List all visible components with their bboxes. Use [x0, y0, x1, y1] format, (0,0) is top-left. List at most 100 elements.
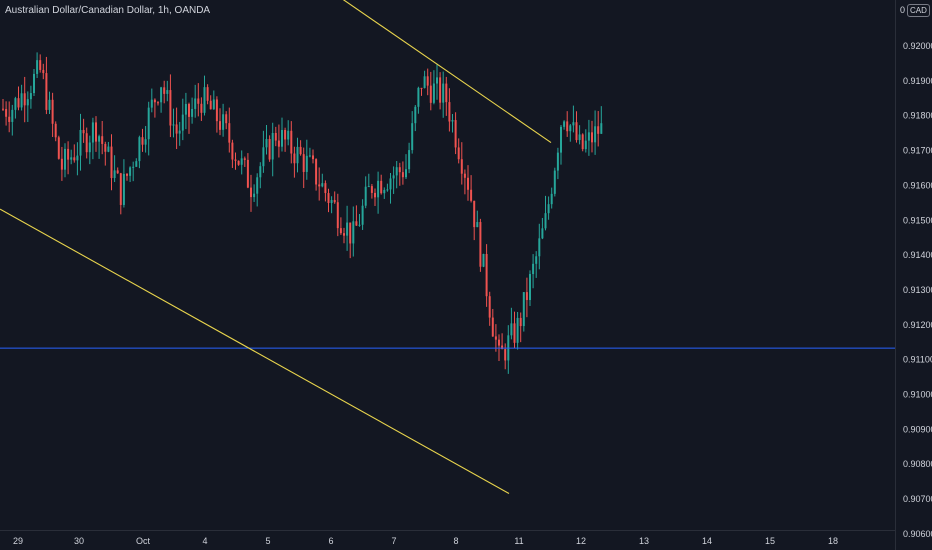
- candle-body: [107, 146, 110, 152]
- candle-body: [563, 121, 566, 127]
- candle-body: [70, 157, 73, 160]
- candle-body: [274, 133, 277, 141]
- candle-body: [268, 139, 271, 160]
- candle-body: [594, 126, 597, 143]
- candle-body: [132, 166, 135, 168]
- candle-body: [352, 221, 355, 244]
- candle-body: [8, 116, 11, 122]
- candle-body: [262, 147, 265, 167]
- candle-body: [253, 193, 256, 198]
- candle-body: [48, 99, 51, 110]
- currency-mark: 0: [900, 5, 906, 15]
- candle-body: [296, 146, 299, 164]
- candle-body: [33, 73, 35, 94]
- candle-body: [442, 83, 445, 103]
- candle-body: [417, 87, 420, 107]
- candle-body: [225, 114, 228, 124]
- candle-body: [2, 108, 4, 110]
- candle-body: [405, 169, 407, 178]
- candle-body: [209, 100, 212, 110]
- candle-body: [73, 157, 76, 161]
- candle-body: [184, 103, 187, 115]
- candle-body: [45, 73, 48, 110]
- candle-body: [88, 142, 91, 153]
- candle-body: [135, 161, 138, 167]
- plot-area[interactable]: [0, 0, 895, 494]
- candle-body: [516, 317, 519, 343]
- candle-body: [11, 109, 14, 122]
- candle-body: [408, 150, 411, 170]
- candle-body: [398, 167, 401, 173]
- time-tick-label: 6: [328, 536, 333, 546]
- candle-body: [215, 99, 218, 122]
- candle-body: [494, 336, 497, 340]
- candle-body: [355, 221, 358, 226]
- candle-body: [445, 83, 448, 103]
- candle-body: [259, 166, 262, 178]
- candle-body: [231, 142, 234, 160]
- candle-body: [51, 99, 54, 124]
- time-tick-label: 4: [202, 536, 207, 546]
- trend-line[interactable]: [283, 0, 552, 143]
- candle-body: [479, 222, 482, 267]
- time-tick-label: 29: [13, 536, 23, 546]
- candle-body: [401, 172, 404, 178]
- candle-body: [150, 99, 153, 108]
- candle-body: [29, 93, 32, 100]
- candle-body: [308, 155, 311, 157]
- candle-body: [327, 193, 330, 204]
- candle-body: [566, 121, 569, 132]
- candle-body: [395, 167, 398, 176]
- currency-selector[interactable]: 0 CAD 0: [900, 3, 932, 17]
- candle-body: [525, 292, 528, 301]
- candle-body: [420, 87, 423, 89]
- candle-body: [141, 137, 144, 145]
- candle-body: [482, 253, 485, 267]
- candle-body: [439, 77, 442, 103]
- candle-body: [600, 123, 603, 134]
- candle-body: [17, 98, 20, 108]
- candle-body: [377, 180, 380, 198]
- time-axis[interactable]: 29 30 Oct 4 5 6 7 8 11 12 13 14 15 18: [13, 536, 838, 546]
- candle-body: [122, 173, 125, 205]
- candle-body: [463, 173, 466, 178]
- candle-body: [467, 177, 469, 190]
- candle-body: [144, 139, 147, 145]
- candle-body: [104, 143, 107, 152]
- candle-body: [513, 323, 516, 343]
- time-tick-label: 12: [576, 536, 586, 546]
- price-tick-label: 0.90600: [903, 529, 932, 539]
- candle-body: [91, 122, 94, 143]
- candle-body: [160, 87, 163, 103]
- candle-body: [277, 140, 280, 147]
- candle-body: [587, 132, 590, 141]
- time-tick-label: 18: [828, 536, 838, 546]
- candle-body: [237, 160, 240, 165]
- candle-body: [172, 124, 175, 126]
- candle-body: [42, 69, 45, 74]
- candle-body: [206, 87, 209, 101]
- trend-line[interactable]: [0, 208, 510, 494]
- candle-body: [414, 106, 417, 124]
- candle-body: [26, 99, 29, 106]
- candle-body: [175, 124, 178, 134]
- candle-body: [126, 173, 128, 176]
- candle-body: [569, 125, 572, 132]
- candle-body: [457, 147, 460, 160]
- candle-body: [299, 146, 302, 155]
- candle-body: [166, 90, 169, 94]
- candle-body: [535, 256, 538, 264]
- candle-body: [460, 159, 463, 174]
- candle-body: [519, 317, 522, 327]
- candle-body: [383, 189, 386, 194]
- candle-body: [370, 186, 373, 193]
- candle-body: [330, 199, 333, 204]
- candle-body: [485, 253, 488, 297]
- candle-body: [501, 345, 504, 350]
- candle-body: [219, 121, 221, 130]
